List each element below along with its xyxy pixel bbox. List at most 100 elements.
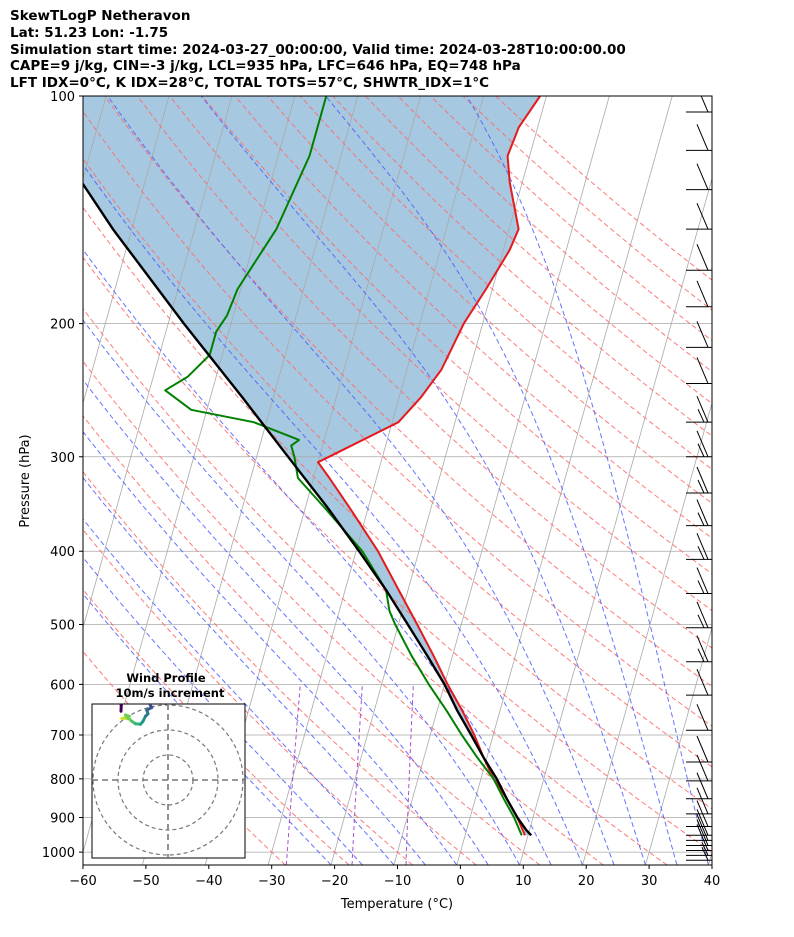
barb-flag	[696, 202, 709, 230]
chart-header: SkewTLogP Netheravon Lat: 51.23 Lon: -1.…	[10, 8, 626, 92]
wind-barb	[686, 787, 712, 815]
wind-barb	[686, 601, 712, 629]
isotherm-line	[393, 96, 610, 865]
dry-adiabat	[234, 96, 712, 539]
y-tick-label: 500	[50, 619, 75, 634]
barb-flag	[696, 466, 709, 494]
isotherm-line	[83, 96, 170, 405]
barb-flag	[696, 357, 709, 384]
dewpoint-line	[164, 96, 523, 836]
mixing-ratio-line	[405, 684, 414, 865]
y-tick-label: 300	[50, 451, 75, 466]
barb-flag	[696, 635, 709, 662]
wind-barb	[686, 735, 712, 763]
y-tick-label: 1000	[42, 846, 75, 861]
wind-barb	[686, 814, 712, 841]
barb-half-flag	[701, 842, 709, 856]
dry-adiabat	[169, 96, 712, 612]
y-tick-label: 600	[50, 678, 75, 693]
wind-barb	[686, 357, 712, 384]
barb-half-flag	[697, 512, 705, 526]
dry-adiabat	[332, 96, 712, 437]
parcel-line	[83, 181, 533, 837]
wind-barb	[686, 466, 712, 494]
isotherm-line	[582, 401, 712, 865]
dry-adiabat	[83, 256, 712, 853]
x-tick-label: 20	[578, 874, 595, 889]
barb-flag	[696, 321, 709, 348]
profile-series	[83, 96, 541, 837]
wind-barb	[686, 244, 712, 271]
barb-flag	[696, 772, 709, 799]
y-tick-label: 900	[50, 812, 75, 827]
barb-flag	[696, 124, 709, 151]
x-tick-label: −20	[321, 874, 348, 889]
y-tick-label: 400	[50, 545, 75, 560]
barb-half-flag	[697, 408, 705, 423]
moist-adiabats	[83, 96, 709, 865]
barb-flag	[696, 824, 709, 851]
dry-adiabat	[83, 650, 286, 865]
moist-adiabat	[83, 163, 584, 865]
hodograph-plot	[92, 704, 245, 858]
y-tick-label: 100	[50, 90, 75, 105]
isotherm-line	[708, 850, 712, 865]
barb-half-flag	[697, 648, 705, 662]
mixing-ratio-lines	[285, 684, 414, 865]
barb-flag	[700, 96, 709, 113]
wind-barb	[686, 842, 712, 856]
moist-adiabat	[83, 556, 363, 865]
wind-barb	[686, 819, 712, 846]
barb-flag	[696, 704, 709, 731]
y-axis-label: Pressure (hPa)	[18, 434, 33, 527]
isotherm-line	[330, 96, 547, 865]
barb-flag	[696, 735, 709, 763]
x-axis-label: Temperature (°C)	[340, 897, 453, 912]
y-tick-label: 800	[50, 773, 75, 788]
wind-barb	[686, 430, 712, 458]
x-tick-label: −50	[132, 874, 159, 889]
moist-adiabat	[466, 96, 709, 865]
barb-flag	[696, 567, 709, 594]
wind-barb	[686, 499, 712, 527]
hodograph-inset: Wind Profile 10m/s increment	[91, 671, 246, 859]
wind-barb	[686, 96, 712, 113]
barb-flag	[696, 787, 709, 815]
wind-barb	[686, 280, 712, 308]
hodograph-title: Wind Profile	[126, 671, 206, 685]
wind-barb	[686, 202, 712, 230]
y-tick-label: 200	[50, 318, 75, 333]
cape-stats-line: CAPE=9 j/kg, CIN=-3 j/kg, LCL=935 hPa, L…	[10, 58, 521, 75]
x-tick-label: −40	[195, 874, 222, 889]
cape-shading	[83, 96, 541, 836]
moist-adiabat	[83, 248, 552, 865]
wind-barb	[686, 847, 712, 861]
moist-adiabat	[325, 96, 678, 865]
wind-barb	[686, 668, 712, 696]
wind-barb	[686, 533, 712, 560]
barb-half-flag	[701, 847, 709, 861]
moist-adiabat	[200, 96, 646, 865]
barb-flag	[696, 814, 709, 841]
x-tick-label: 10	[515, 874, 532, 889]
x-tick-label: 0	[456, 874, 464, 889]
barb-half-flag	[697, 580, 705, 594]
dry-adiabat	[83, 360, 604, 865]
wind-barb	[686, 704, 712, 731]
simulation-time-line: Simulation start time: 2024-03-27_00:00:…	[10, 41, 626, 58]
isotherm-line	[83, 96, 233, 630]
wind-barb	[686, 321, 712, 348]
isotherm-line	[267, 96, 484, 865]
moist-adiabat	[83, 379, 489, 865]
barb-flag	[696, 244, 709, 271]
x-tick-label: −60	[69, 874, 96, 889]
barb-flag	[696, 430, 709, 457]
isotherm-line	[645, 626, 712, 865]
barb-half-flag	[697, 546, 705, 560]
wind-barb	[686, 824, 712, 851]
moist-adiabat	[83, 476, 426, 865]
wind-barb	[686, 395, 712, 423]
dry-adiabat	[83, 588, 350, 865]
chart-title: SkewTLogP Netheravon	[10, 8, 191, 24]
